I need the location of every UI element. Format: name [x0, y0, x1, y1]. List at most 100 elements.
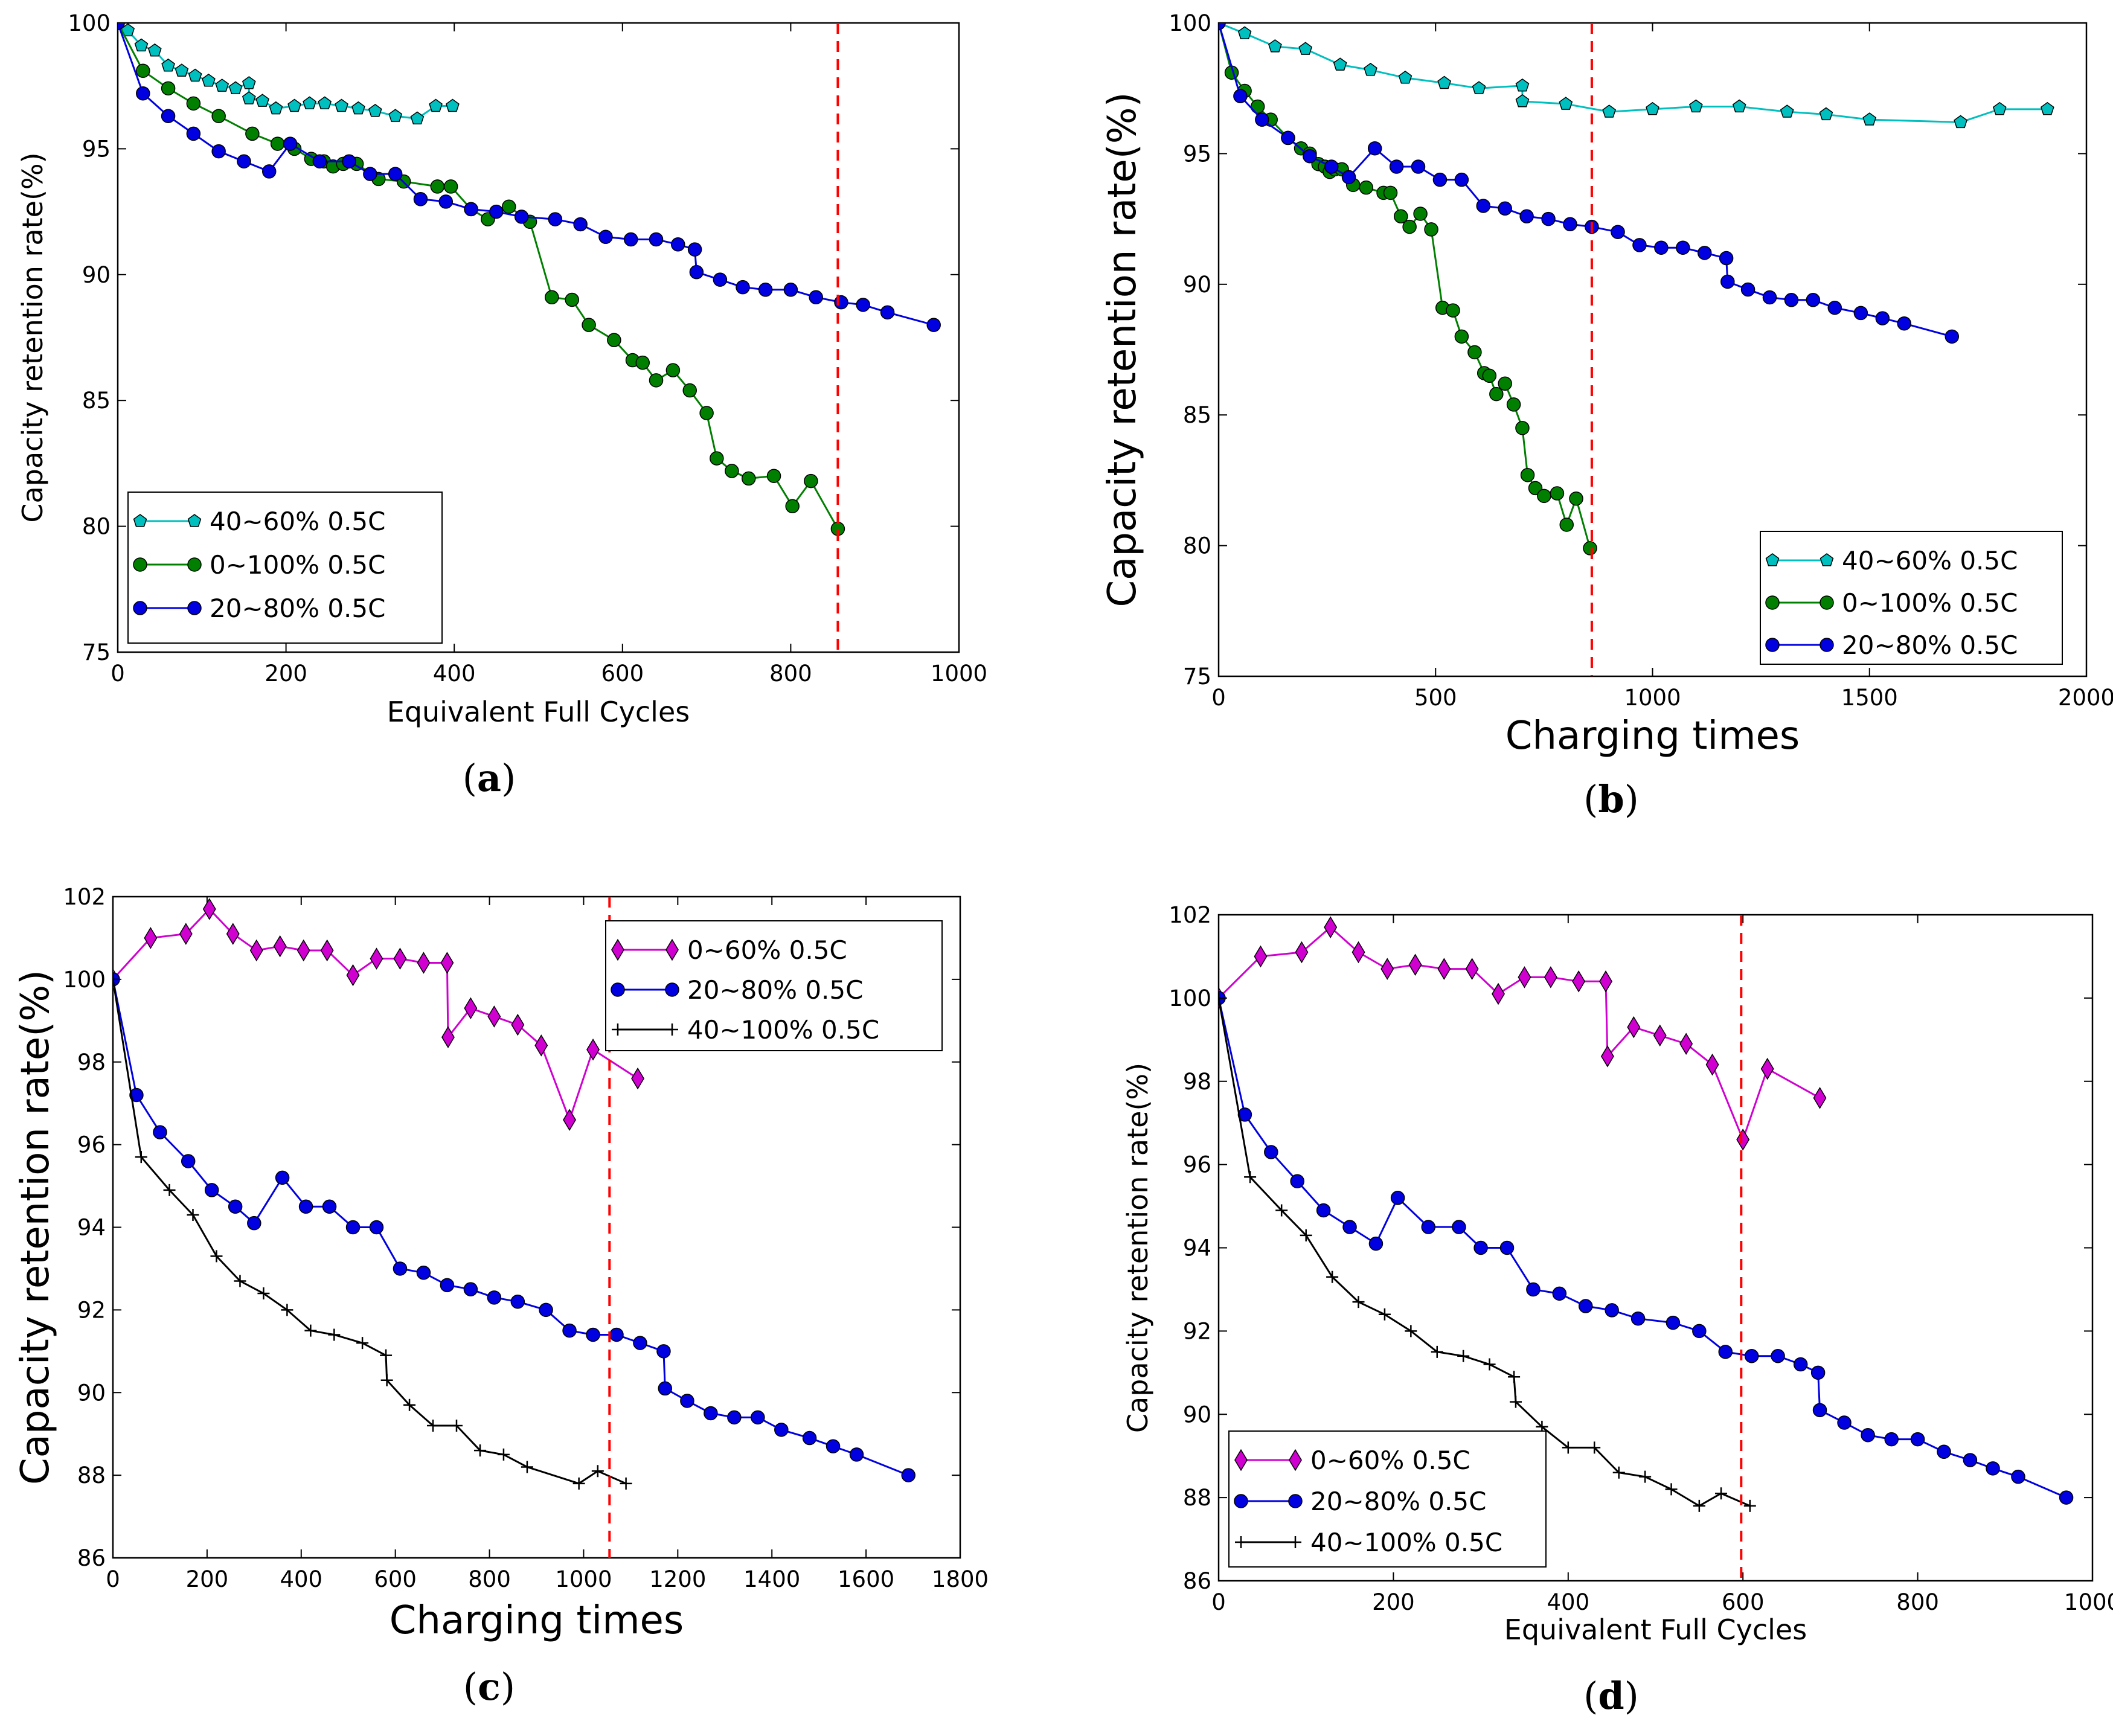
- x-tick-label: 1000: [1624, 685, 1681, 711]
- data-point: [1303, 149, 1317, 164]
- data-point: [161, 58, 175, 72]
- panel-label-paren: ): [1624, 777, 1639, 821]
- y-axis-label: Capacity retention rate(%): [16, 152, 49, 522]
- data-point: [1295, 941, 1309, 964]
- y-tick-label: 80: [1183, 533, 1211, 559]
- data-point: [345, 1220, 361, 1235]
- series-line-2: [1219, 998, 2067, 1499]
- data-point: [1689, 99, 1703, 113]
- data-point: [1515, 78, 1530, 92]
- data-point: [487, 1005, 501, 1028]
- panel-label: (c): [463, 1665, 515, 1709]
- data-point: [649, 232, 664, 247]
- data-point: [129, 1087, 144, 1103]
- legend-marker: [665, 982, 679, 997]
- data-point: [1342, 1220, 1357, 1234]
- data-point: [446, 98, 460, 112]
- data-point: [270, 136, 285, 151]
- data-point: [1268, 39, 1282, 53]
- data-point: [1281, 130, 1295, 146]
- data-point: [572, 1477, 585, 1490]
- legend-marker: [1234, 1494, 1248, 1508]
- legend-marker: [666, 1023, 678, 1036]
- data-point: [1602, 104, 1616, 118]
- data-point: [1454, 172, 1469, 187]
- data-point: [534, 1034, 548, 1057]
- legend-label: 20~80% 0.5C: [210, 594, 385, 623]
- y-tick-label: 80: [82, 514, 111, 540]
- x-tick-label: 400: [1547, 1589, 1589, 1615]
- data-point: [179, 923, 193, 945]
- data-point: [1457, 1350, 1470, 1362]
- data-point: [1472, 81, 1486, 94]
- x-tick-label: 1200: [649, 1566, 706, 1592]
- data-point: [297, 939, 310, 962]
- legend-box: [127, 492, 443, 644]
- data-point: [548, 212, 563, 226]
- data-point: [163, 1183, 176, 1196]
- chart-panel-b: 0 500 1000 1500 2000 75 80 85 90 95 100 Charging ti…: [1100, 10, 2113, 821]
- data-point: [228, 81, 243, 95]
- data-point: [665, 363, 681, 377]
- data-point: [1812, 1403, 1827, 1418]
- data-point: [1437, 958, 1451, 980]
- data-point: [228, 1199, 243, 1214]
- x-tick-label: 0: [106, 1566, 120, 1592]
- panel-label-paren: ): [501, 1665, 515, 1709]
- data-point: [1837, 1415, 1852, 1430]
- panel-label-paren: ): [1624, 1674, 1639, 1718]
- data-point: [742, 471, 756, 486]
- data-point: [118, 23, 125, 30]
- data-point: [510, 1294, 525, 1309]
- data-point: [1383, 185, 1398, 200]
- data-point: [631, 1067, 645, 1090]
- data-point: [175, 63, 189, 77]
- data-point: [1244, 1171, 1257, 1183]
- x-tick-label: 600: [601, 661, 644, 687]
- y-tick-label: 85: [82, 388, 111, 414]
- x-tick-label: 2000: [2058, 685, 2113, 711]
- data-point: [429, 98, 443, 112]
- data-point: [1498, 376, 1512, 391]
- data-point: [880, 305, 895, 320]
- data-point: [1233, 89, 1248, 103]
- data-point: [1541, 211, 1556, 226]
- data-point: [1736, 1129, 1750, 1151]
- data-point: [487, 1290, 502, 1305]
- data-point: [440, 952, 454, 974]
- legend-label: 20~80% 0.5C: [1310, 1487, 1486, 1516]
- data-point: [1432, 172, 1448, 187]
- data-point: [245, 126, 260, 141]
- y-tick-label: 96: [1183, 1152, 1211, 1178]
- data-point: [312, 154, 327, 168]
- data-point: [210, 1250, 223, 1263]
- legend-label: 20~80% 0.5C: [1842, 630, 2018, 660]
- data-point: [1300, 1229, 1312, 1241]
- data-point: [1875, 311, 1890, 325]
- data-point: [1473, 1240, 1488, 1255]
- x-axis-label: Charging times: [390, 1598, 684, 1643]
- data-point: [211, 109, 226, 123]
- data-point: [1578, 1299, 1593, 1313]
- x-tick-label: 200: [265, 661, 307, 687]
- data-point: [1290, 1174, 1304, 1188]
- data-point: [1316, 1203, 1331, 1218]
- data-point: [573, 217, 588, 232]
- data-point: [1378, 1308, 1391, 1321]
- legend-marker: [1820, 638, 1834, 652]
- y-tick-label: 86: [77, 1545, 106, 1571]
- data-point: [489, 204, 504, 219]
- x-tick-label: 600: [1722, 1589, 1765, 1615]
- x-tick-label: 200: [1372, 1589, 1415, 1615]
- data-point: [1483, 1358, 1496, 1371]
- data-point: [1413, 207, 1428, 221]
- data-point: [257, 1287, 270, 1299]
- data-point: [901, 1468, 916, 1482]
- data-point: [680, 1394, 694, 1408]
- data-point: [351, 101, 365, 115]
- data-point: [427, 1420, 440, 1432]
- data-point: [273, 935, 287, 958]
- x-tick-label: 1600: [838, 1566, 894, 1592]
- data-point: [269, 101, 283, 115]
- legend-marker: [1234, 1449, 1248, 1472]
